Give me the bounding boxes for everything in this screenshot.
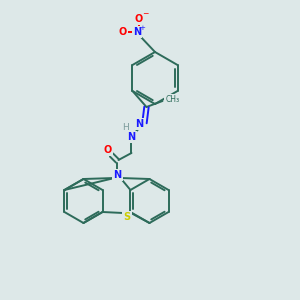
Text: +: + <box>139 25 145 31</box>
Text: O: O <box>103 145 112 155</box>
Text: H: H <box>122 124 129 133</box>
Text: N: N <box>133 27 141 37</box>
Text: O: O <box>119 27 127 37</box>
Text: N: N <box>128 132 136 142</box>
Text: S: S <box>123 212 130 222</box>
Text: O: O <box>135 14 143 24</box>
Text: CH₃: CH₃ <box>166 95 180 104</box>
Text: −: − <box>142 10 148 19</box>
Text: N: N <box>135 119 143 129</box>
Text: N: N <box>113 170 122 180</box>
